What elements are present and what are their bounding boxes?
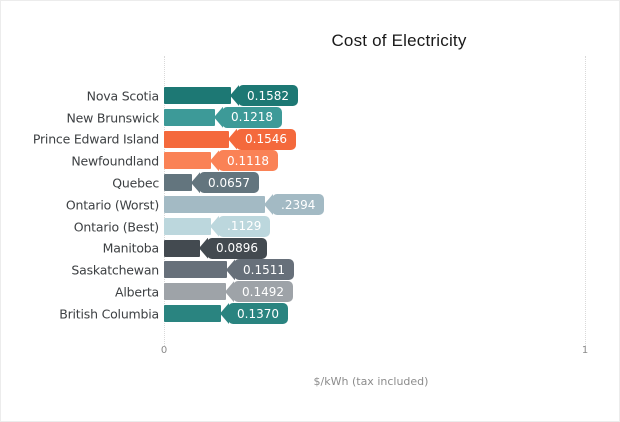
bar[interactable] (164, 87, 231, 104)
category-label: Ontario (Best) (73, 219, 159, 235)
bar-row[interactable]: British Columbia 0.1370 (1, 303, 619, 325)
bar[interactable] (164, 130, 229, 148)
bar-row[interactable]: Nova Scotia 0.1582 (1, 85, 619, 107)
value-badge: 0.1492 (233, 281, 293, 303)
x-axis-label: $/kWh (tax included) (1, 375, 619, 388)
bar-row[interactable]: Prince Edward Island 0.1546 (1, 128, 619, 151)
callout-arrow-icon (225, 281, 234, 303)
callout-arrow-icon (220, 303, 229, 324)
bar-with-callout[interactable]: 0.0896 (164, 237, 267, 259)
bar[interactable] (164, 283, 226, 301)
bar[interactable] (164, 152, 211, 170)
bar-with-callout[interactable]: 0.1218 (164, 106, 282, 128)
callout-arrow-icon (199, 237, 208, 259)
callout-arrow-icon (264, 194, 273, 215)
bar-row[interactable]: Ontario (Best) .1129 (1, 215, 619, 238)
value-badge: .1129 (218, 215, 271, 237)
bar-with-callout[interactable]: 0.1492 (164, 281, 293, 303)
bar[interactable] (164, 174, 192, 192)
value-label: 0.1492 (242, 284, 284, 299)
bar-row[interactable]: New Brunswick 0.1218 (1, 106, 619, 129)
bar-with-callout[interactable]: .1129 (164, 215, 271, 237)
value-label: 0.1370 (237, 306, 279, 321)
value-badge: 0.0657 (199, 172, 259, 194)
bar-row[interactable]: Quebec 0.0657 (1, 172, 619, 194)
value-label: 0.0896 (216, 241, 258, 256)
value-callout: 0.1492 (225, 281, 293, 303)
callout-arrow-icon (228, 128, 237, 150)
bar-row[interactable]: Manitoba 0.0896 (1, 237, 619, 260)
bar[interactable] (164, 305, 221, 322)
value-callout: 0.1118 (210, 150, 278, 172)
x-tick-label-1: 1 (581, 345, 589, 356)
value-callout: .1129 (210, 215, 271, 237)
value-label: 0.1511 (243, 262, 285, 277)
value-badge: 0.1546 (236, 128, 296, 150)
value-label: 0.1582 (247, 88, 289, 103)
callout-arrow-icon (214, 106, 223, 128)
x-axis-label-text: $/kWh (tax included) (313, 375, 429, 388)
value-label: .2394 (281, 197, 316, 212)
value-badge: 0.1218 (222, 106, 282, 128)
chart-title-text: Cost of Electricity (331, 31, 467, 50)
category-label: New Brunswick (66, 110, 159, 126)
bar-with-callout[interactable]: .2394 (164, 194, 325, 215)
bar-row[interactable]: Newfoundland 0.1118 (1, 150, 619, 172)
callout-arrow-icon (191, 172, 200, 194)
x-tick-label-0: 0 (160, 345, 168, 356)
bar[interactable] (164, 108, 215, 126)
bar[interactable] (164, 217, 211, 235)
value-badge: 0.1370 (228, 303, 288, 324)
value-badge: .2394 (272, 194, 325, 215)
bar-row[interactable]: Saskatchewan 0.1511 (1, 259, 619, 281)
bar-with-callout[interactable]: 0.1118 (164, 150, 278, 172)
value-label: 0.0657 (208, 175, 250, 190)
category-label: Manitoba (102, 240, 160, 256)
callout-arrow-icon (210, 150, 219, 172)
category-label: Nova Scotia (86, 88, 160, 104)
value-badge: 0.1582 (238, 85, 298, 106)
value-callout: 0.0657 (191, 172, 259, 194)
category-label: Quebec (112, 175, 159, 191)
callout-arrow-icon (230, 85, 239, 106)
value-badge: 0.0896 (207, 237, 267, 259)
value-callout: 0.1370 (220, 303, 288, 324)
value-badge: 0.1511 (234, 259, 294, 281)
bar[interactable] (164, 196, 265, 213)
value-label: .1129 (227, 219, 262, 234)
bar[interactable] (164, 261, 227, 279)
value-label: 0.1546 (245, 132, 287, 147)
bar-row[interactable]: Alberta 0.1492 (1, 281, 619, 303)
bar-with-callout[interactable]: 0.1511 (164, 259, 294, 281)
category-label: Ontario (Worst) (65, 197, 159, 213)
category-label: Alberta (115, 284, 159, 300)
callout-arrow-icon (226, 259, 235, 281)
value-callout: 0.0896 (199, 237, 267, 259)
bar[interactable] (164, 239, 200, 257)
value-callout: .2394 (264, 194, 325, 215)
bar-with-callout[interactable]: 0.0657 (164, 172, 259, 194)
category-label: Saskatchewan (71, 262, 159, 278)
gridline-one (585, 56, 586, 346)
category-label: British Columbia (59, 306, 159, 322)
bar-with-callout[interactable]: 0.1370 (164, 303, 288, 324)
value-callout: 0.1546 (228, 128, 296, 150)
chart-title: Cost of Electricity (1, 31, 619, 51)
value-label: 0.1218 (231, 110, 273, 125)
value-callout: 0.1218 (214, 106, 282, 128)
bar-row[interactable]: Ontario (Worst) .2394 (1, 194, 619, 216)
bar-with-callout[interactable]: 0.1546 (164, 128, 296, 150)
value-badge: 0.1118 (218, 150, 278, 172)
value-callout: 0.1582 (230, 85, 298, 106)
value-callout: 0.1511 (226, 259, 294, 281)
category-label: Newfoundland (71, 153, 159, 169)
value-label: 0.1118 (227, 153, 269, 168)
category-label: Prince Edward Island (32, 131, 159, 147)
callout-arrow-icon (210, 215, 219, 237)
bar-with-callout[interactable]: 0.1582 (164, 85, 298, 106)
